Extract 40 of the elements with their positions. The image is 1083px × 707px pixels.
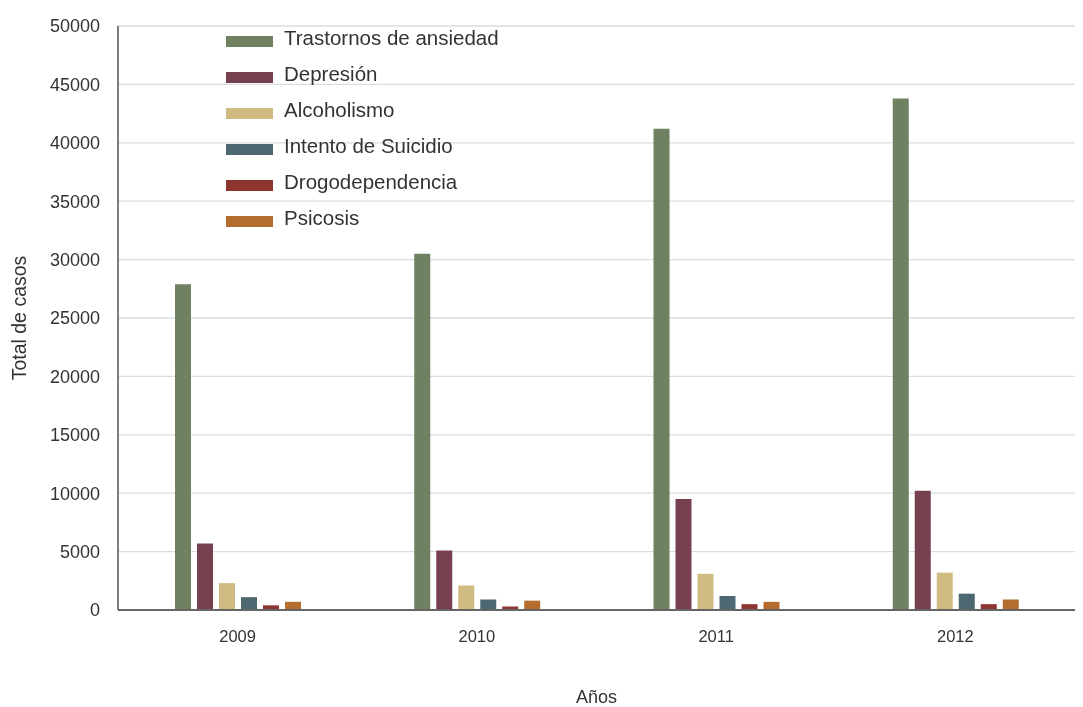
y-tick-label: 50000 <box>49 16 100 37</box>
y-tick-label: 15000 <box>49 425 100 446</box>
legend-label: Trastornos de ansiedad <box>284 26 499 50</box>
bar <box>241 597 257 610</box>
bar <box>1002 599 1019 610</box>
x-axis-title: Años <box>575 687 618 707</box>
legend-label: Psicosis <box>284 206 360 230</box>
bar <box>436 550 453 610</box>
x-tick-label: 2011 <box>698 626 734 645</box>
x-tick-label: 2012 <box>937 626 974 645</box>
bar <box>892 98 909 610</box>
y-axis-title: Total de casos <box>8 255 31 381</box>
y-tick-label: 5000 <box>59 541 100 562</box>
bar <box>958 593 975 610</box>
bar <box>414 253 431 610</box>
bar <box>197 543 213 610</box>
bar <box>719 595 736 610</box>
y-tick-label: 20000 <box>49 366 100 387</box>
y-tick-label: 30000 <box>49 249 100 270</box>
bar <box>219 583 235 610</box>
bar <box>936 572 953 610</box>
bar <box>675 499 692 610</box>
y-tick-label: 0 <box>89 600 100 621</box>
bar <box>480 599 497 610</box>
y-tick-label: 25000 <box>49 308 100 329</box>
legend-label: Depresión <box>284 62 378 86</box>
x-tick-label: 2010 <box>458 626 496 645</box>
bar <box>458 585 475 610</box>
legend-label: Intento de Suicidio <box>284 134 453 158</box>
y-tick-label: 40000 <box>49 133 100 154</box>
bar <box>653 128 670 610</box>
x-tick-label: 2009 <box>219 626 256 645</box>
y-tick-label: 10000 <box>49 483 100 504</box>
bar <box>175 284 191 610</box>
bar <box>914 490 931 610</box>
bar <box>697 573 714 610</box>
legend-label: Drogodependencia <box>284 170 458 194</box>
y-tick-label: 45000 <box>49 74 100 95</box>
y-tick-label: 35000 <box>49 191 100 212</box>
legend-label: Alcoholismo <box>284 98 395 122</box>
